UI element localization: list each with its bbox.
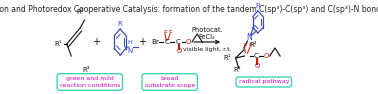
Text: Br: Br: [151, 39, 159, 45]
Text: N: N: [246, 33, 252, 42]
Text: O: O: [254, 63, 260, 69]
Text: C: C: [253, 53, 259, 59]
Text: R: R: [256, 3, 260, 9]
Text: F: F: [243, 43, 247, 49]
Text: F: F: [168, 30, 172, 36]
Text: H: H: [127, 41, 132, 45]
Text: R³: R³: [82, 67, 90, 73]
Text: N: N: [127, 48, 132, 54]
Text: R²: R²: [76, 9, 84, 15]
Text: C: C: [176, 39, 181, 45]
Text: broad
substrate scope: broad substrate scope: [144, 76, 195, 88]
Text: O: O: [186, 39, 191, 45]
Text: FeCl₂: FeCl₂: [199, 34, 215, 40]
Text: +: +: [92, 37, 100, 47]
Text: R: R: [118, 21, 122, 27]
Text: visible light, r.t.: visible light, r.t.: [183, 47, 231, 53]
Text: O: O: [264, 53, 269, 59]
Text: C: C: [164, 39, 170, 45]
Text: R³: R³: [233, 67, 241, 73]
Text: F: F: [248, 43, 252, 49]
Text: R¹: R¹: [223, 55, 231, 61]
Text: F: F: [164, 30, 167, 36]
Text: Iron and Photoredox Cooperative Catalysis: formation of the tandem C(sp³)-C(sp³): Iron and Photoredox Cooperative Catalysi…: [0, 6, 378, 14]
Text: green and mild
reaction conditions: green and mild reaction conditions: [60, 76, 120, 88]
Text: R¹: R¹: [54, 41, 62, 47]
Text: Photocat.: Photocat.: [191, 27, 223, 33]
Text: +: +: [138, 37, 146, 47]
Text: O: O: [177, 48, 182, 54]
Text: radical pathway: radical pathway: [239, 80, 289, 85]
Text: R²: R²: [250, 42, 257, 48]
